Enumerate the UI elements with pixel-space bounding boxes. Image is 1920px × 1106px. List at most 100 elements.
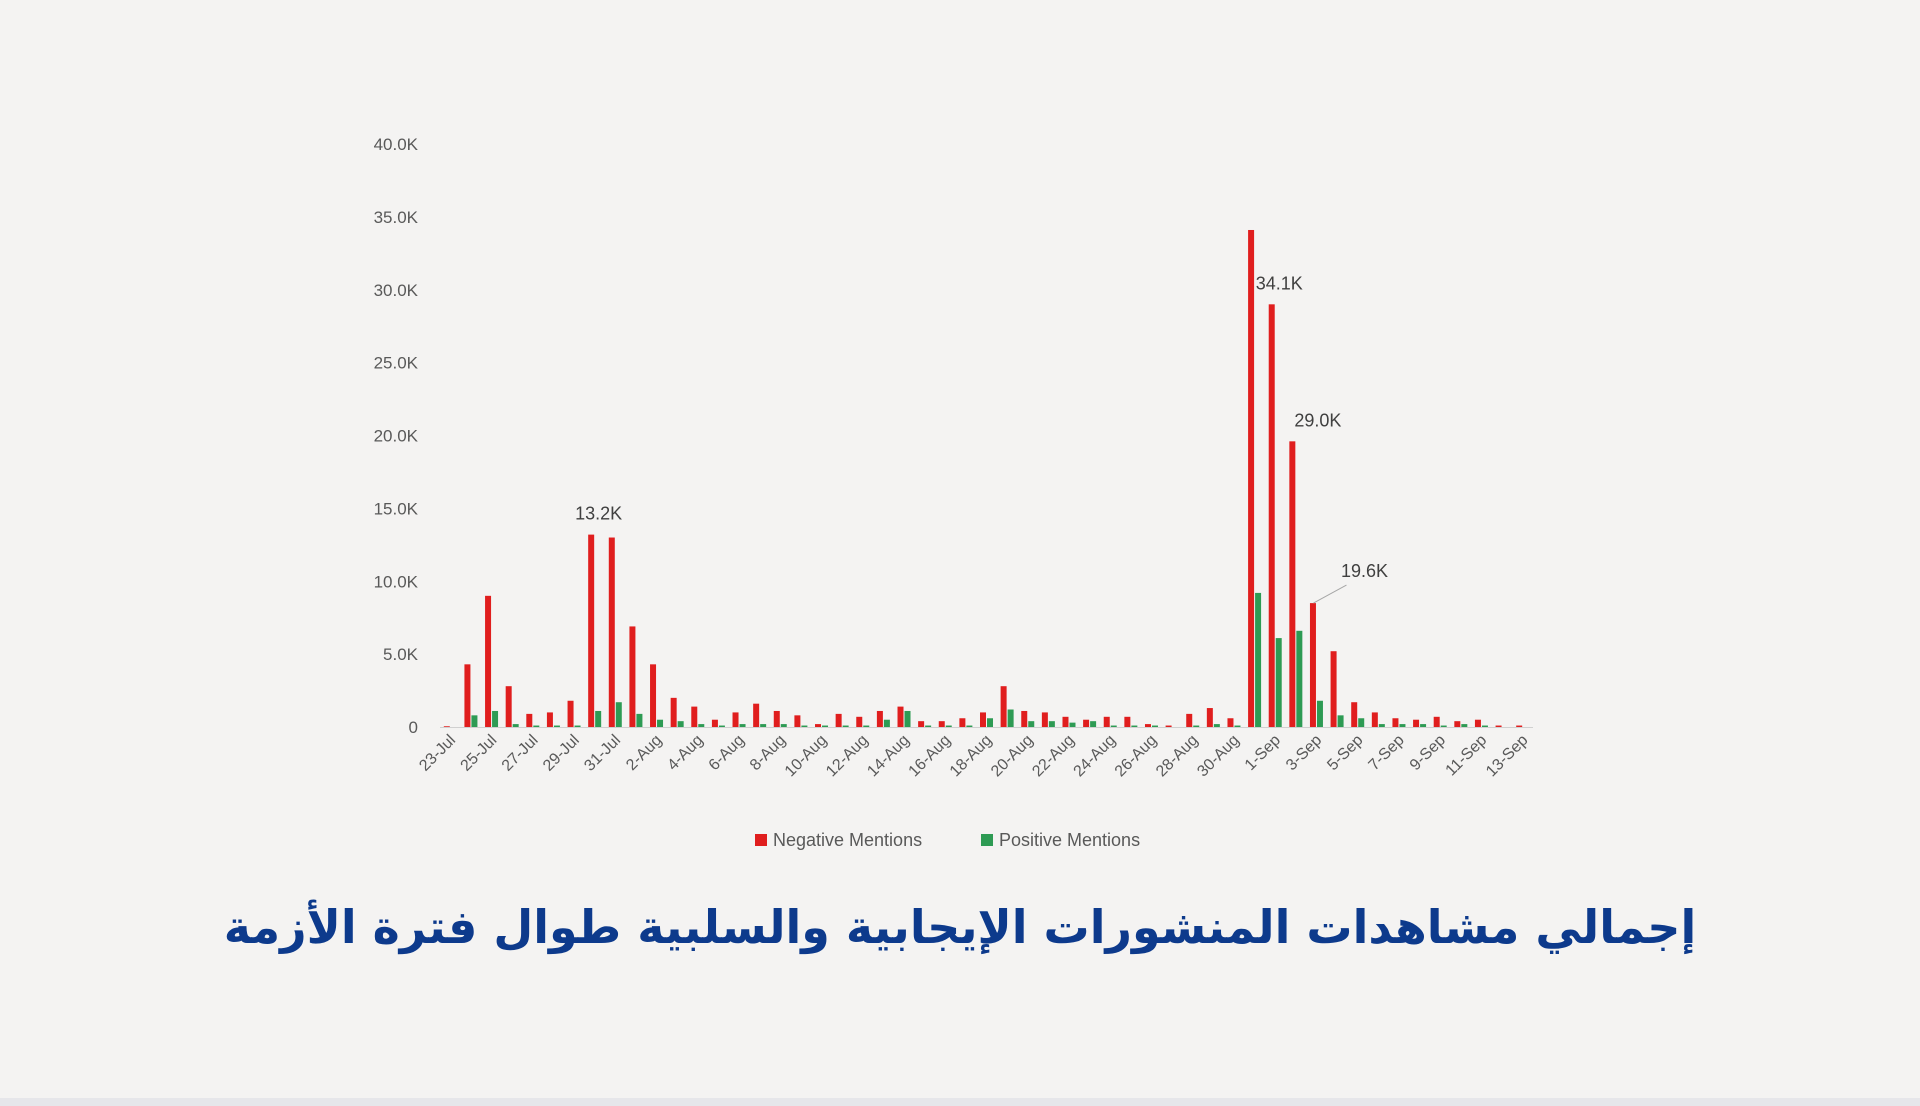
bar-negative-28-Jul (546, 712, 553, 727)
bar-negative-30-Aug (1227, 718, 1234, 727)
bar-positive-9-Aug (801, 725, 808, 727)
x-tick-label: 31-Jul (581, 732, 624, 775)
bar-negative-12-Aug (856, 716, 863, 727)
x-tick-label: 7-Sep (1366, 732, 1408, 774)
bar-negative-14-Aug (897, 706, 904, 727)
x-tick-label: 1-Sep (1242, 732, 1284, 774)
bar-positive-6-Sep (1378, 724, 1385, 727)
bar-negative-12-Sep (1495, 725, 1502, 727)
bar-positive-14-Aug (904, 710, 911, 727)
bar-negative-9-Aug (794, 715, 801, 727)
x-tick-label: 27-Jul (499, 732, 542, 775)
bar-positive-28-Aug (1193, 725, 1200, 727)
y-tick-label: 0 (409, 718, 418, 737)
bar-positive-2-Aug (657, 719, 664, 727)
legend-label: Negative Mentions (773, 830, 922, 850)
bar-negative-6-Aug (732, 712, 739, 727)
legend: Negative Mentions Positive Mentions (755, 830, 1140, 850)
bar-negative-24-Aug (1103, 716, 1110, 727)
y-tick-label: 35.0K (374, 208, 419, 227)
y-tick-label: 10.0K (374, 572, 419, 591)
x-tick-label: 20-Aug (988, 732, 1037, 781)
bar-negative-10-Sep (1454, 721, 1461, 727)
x-tick-label: 30-Aug (1194, 732, 1243, 781)
y-tick-label: 40.0K (374, 135, 419, 154)
bar-negative-27-Aug (1165, 725, 1172, 727)
bar-negative-28-Aug (1186, 713, 1193, 727)
bar-positive-20-Aug (1028, 721, 1035, 727)
bar-positive-30-Aug (1234, 725, 1241, 727)
bar-negative-25-Jul (485, 595, 492, 727)
chart-caption: إجمالي مشاهدات المنشورات الإيجابية والسل… (223, 900, 1697, 954)
bar-positive-5-Sep (1358, 718, 1365, 727)
bar-negative-6-Sep (1371, 712, 1378, 727)
bar-negative-4-Sep (1330, 651, 1337, 727)
bottom-divider (0, 1098, 1920, 1106)
bar-negative-1-Sep (1268, 304, 1275, 727)
x-tick-label: 29-Jul (540, 732, 583, 775)
bar-positive-28-Jul (553, 725, 560, 727)
bar-negative-9-Sep (1433, 716, 1440, 727)
x-tick-label: 13-Sep (1483, 732, 1532, 781)
bar-negative-27-Jul (526, 713, 533, 727)
x-tick-label: 25-Jul (458, 732, 501, 775)
bar-negative-16-Aug (938, 721, 945, 727)
bar-positive-15-Aug (925, 725, 932, 727)
x-tick-label: 12-Aug (823, 732, 872, 781)
bar-negative-19-Aug (1000, 686, 1007, 727)
legend-swatch (755, 834, 767, 846)
bar-positive-16-Aug (945, 725, 952, 727)
data-labels: 13.2K 34.1K 29.0K 19.6K (575, 273, 1388, 604)
bar-negative-20-Aug (1021, 710, 1028, 727)
bar-positive-26-Jul (512, 724, 519, 727)
bar-positive-4-Aug (698, 724, 705, 727)
bar-positive-23-Aug (1090, 721, 1097, 727)
bar-positive-13-Aug (883, 719, 890, 727)
bar-positive-3-Sep (1316, 700, 1323, 727)
x-tick-label: 10-Aug (782, 732, 831, 781)
bar-positive-31-Aug (1255, 592, 1262, 727)
bar-positive-26-Aug (1151, 725, 1158, 727)
bar-positive-5-Aug (718, 725, 725, 727)
bars (443, 229, 1523, 728)
bar-negative-31-Aug (1248, 229, 1255, 728)
bar-positive-8-Aug (780, 724, 787, 727)
bar-negative-23-Aug (1083, 719, 1090, 727)
chart-area: 0 5.0K 10.0K 15.0K 20.0K 25.0K 30.0K 35.0K 40.0K… (374, 135, 1533, 850)
y-tick-label: 25.0K (374, 354, 419, 373)
x-tick-label: 18-Aug (947, 732, 996, 781)
bar-negative-7-Sep (1392, 718, 1399, 727)
bar-negative-5-Sep (1351, 702, 1358, 727)
bar-negative-3-Aug (670, 697, 677, 727)
bar-negative-7-Aug (753, 703, 760, 727)
bar-positive-25-Aug (1131, 725, 1138, 727)
bar-positive-21-Aug (1048, 721, 1055, 727)
bar-positive-19-Aug (1007, 709, 1014, 727)
bar-positive-24-Aug (1110, 725, 1117, 727)
y-tick-label: 20.0K (374, 427, 419, 446)
bar-positive-24-Jul (471, 715, 478, 727)
bar-negative-29-Aug (1206, 708, 1213, 727)
bar-chart: 0 5.0K 10.0K 15.0K 20.0K 25.0K 30.0K 35.0K 40.0K… (374, 135, 1533, 850)
bar-positive-1-Aug (636, 713, 643, 727)
bar-negative-11-Sep (1474, 719, 1481, 727)
bar-negative-24-Jul (464, 664, 471, 727)
bar-negative-25-Aug (1124, 716, 1131, 727)
x-tick-label: 16-Aug (906, 732, 955, 781)
bar-positive-7-Aug (760, 724, 767, 727)
bar-positive-7-Sep (1399, 724, 1406, 727)
bar-positive-30-Jul (595, 710, 602, 727)
bar-positive-22-Aug (1069, 722, 1076, 727)
bar-negative-11-Aug (835, 713, 842, 727)
bar-positive-27-Jul (533, 725, 540, 727)
bar-positive-29-Jul (574, 725, 581, 727)
bar-negative-8-Sep (1413, 719, 1420, 727)
bar-positive-2-Sep (1296, 630, 1303, 727)
y-tick-label: 30.0K (374, 281, 419, 300)
bar-negative-13-Sep (1516, 725, 1523, 727)
bar-positive-11-Aug (842, 725, 849, 727)
x-tick-label: 11-Sep (1443, 732, 1491, 780)
y-axis: 0 5.0K 10.0K 15.0K 20.0K 25.0K 30.0K 35.0K 40.0K (374, 135, 419, 737)
bar-positive-8-Sep (1420, 724, 1427, 727)
